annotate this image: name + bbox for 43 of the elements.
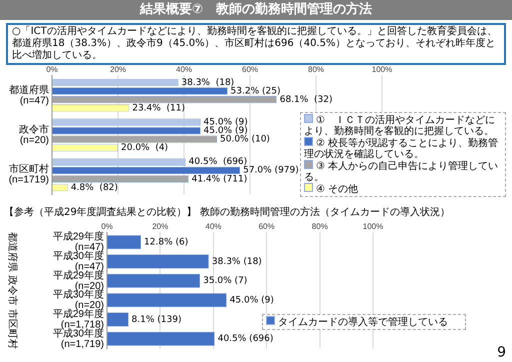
data-label: 35.0% (7) xyxy=(203,276,248,286)
y-tick-label: 都道府県 (n=47) xyxy=(9,84,49,106)
data-label: 50.0% (10) xyxy=(220,134,270,145)
x-tick-label: 0% xyxy=(46,64,58,74)
x-tick-label: 40% xyxy=(176,64,192,74)
data-label: 40.5% (696) xyxy=(188,157,248,168)
text: 政令市 xyxy=(6,276,18,306)
x-tick-label: 20% xyxy=(110,64,126,74)
data-label: 38.3% (18) xyxy=(212,256,262,267)
data-label: 68.1% (32) xyxy=(280,94,333,105)
legend-label: ③ 本人からの自己申告により管理している。 xyxy=(304,161,498,183)
y-tick-label: 政令市 (n=20) xyxy=(19,124,49,146)
chart-title: 結果概要⑦ 教師の勤務時間管理の方法 xyxy=(0,0,512,20)
x-tick-label: 100% xyxy=(362,222,384,231)
data-label: 20.0% (4) xyxy=(121,143,168,154)
data-label: 38.3% (18) xyxy=(181,78,234,88)
x-tick-label: 80% xyxy=(308,64,324,74)
text: 9 xyxy=(497,344,506,361)
data-label: 45.0% (9) xyxy=(230,296,274,306)
x-tick-label: 20% xyxy=(152,222,168,231)
x-tick-label: 80% xyxy=(312,222,328,231)
data-label: 57.0% (979) xyxy=(243,166,299,176)
data-label: 41.4% (711) xyxy=(192,174,248,184)
legend-label: ① ＩＣＴの活用やタイムカードなどにより、勤務時間を客観的に把握している。 xyxy=(304,115,495,137)
x-tick-label: 60% xyxy=(242,64,258,74)
data-label: 40.5% (696) xyxy=(218,334,274,344)
legend-label: ④ その他 xyxy=(316,184,358,195)
data-label: 53.2% (25) xyxy=(230,86,280,96)
legend-label: タイムカードの導入等で管理している xyxy=(278,317,448,328)
x-tick-label: 40% xyxy=(205,222,222,231)
x-tick-label: 100% xyxy=(372,64,392,74)
text: 市区町村 xyxy=(6,309,18,350)
chart-subtitle: ○「ICTの活用やタイムカードなどにより、勤務時間を客観的に把握している。」と回答した教育委員会は、都道府県18（38.3%）、政令市9（45.0%）、市区町村は696（40.5%）となっており、それぞれ昨年度と比べ増加している。 xyxy=(6,23,506,65)
data-label: 23.4% (11) xyxy=(132,103,186,114)
chart-title: 【参考（平成29年度調査結果との比較）】 教師の勤務時間管理の方法（タイムカードの導入状況） xyxy=(4,207,450,219)
data-label: 4.8% (82) xyxy=(70,182,118,193)
data-label: 8.1% (139) xyxy=(132,314,182,325)
data-label: 12.8% (6) xyxy=(144,238,188,248)
y-tick-label: 市区町村 (n=1719) xyxy=(8,163,49,186)
text: 都道府県 xyxy=(6,232,18,272)
x-tick-label: 0% xyxy=(101,222,113,231)
x-tick-label: 60% xyxy=(258,222,275,231)
legend-label: ② 校長等が現認することにより、勤務管理の状況を確認している。 xyxy=(304,138,498,160)
